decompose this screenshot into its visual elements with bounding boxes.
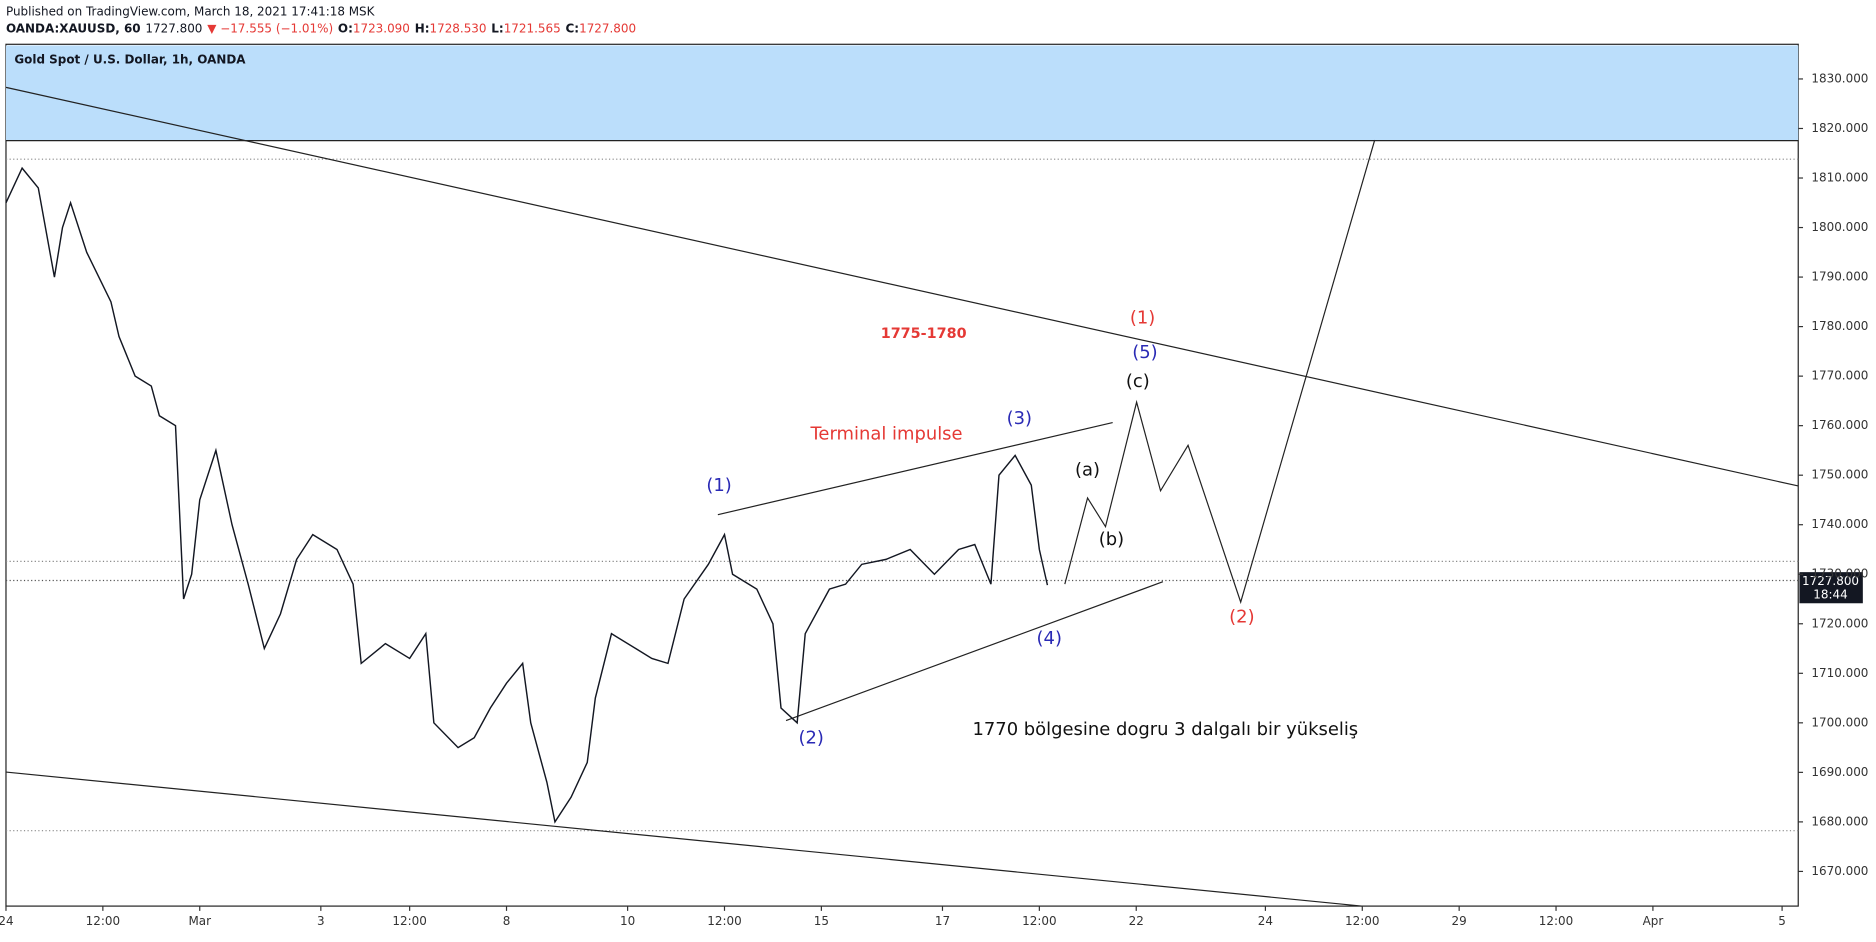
x-tick-label: 15: [814, 914, 829, 928]
y-tick-label: 1830.000: [1811, 71, 1868, 85]
symbol: OANDA:XAUUSD, 60: [6, 21, 141, 35]
x-tick-label: 12:00: [392, 914, 426, 928]
x-tick-label: 29: [1452, 914, 1467, 928]
y-tick-label: 1730.000: [1811, 567, 1868, 581]
annotation: Terminal impulse: [810, 423, 963, 444]
y-tick-label: 1710.000: [1811, 666, 1868, 680]
y-tick-label: 1820.000: [1811, 121, 1868, 135]
y-tick-label: 1690.000: [1811, 765, 1868, 779]
x-tick-label: 22: [1129, 914, 1144, 928]
chart-title: Gold Spot / U.S. Dollar, 1h, OANDA: [14, 52, 246, 66]
annotation: 1775-1780: [881, 326, 967, 342]
x-tick-label: 24: [0, 914, 14, 928]
x-tick-label: Mar: [188, 914, 211, 928]
h-label: H:: [415, 21, 430, 35]
x-tick-label: Apr: [1643, 914, 1664, 928]
x-tick-label: 17: [935, 914, 950, 928]
trendline: [5, 771, 1362, 907]
projection-path: [1064, 139, 1376, 605]
y-tick-label: 1810.000: [1811, 171, 1868, 185]
price-tag: [1799, 572, 1863, 604]
wedge-line: [717, 421, 1113, 516]
ohlc-line: OANDA:XAUUSD, 60 1727.800 ▼ −17.555 (−1.01…: [6, 21, 636, 35]
y-tick-label: 1790.000: [1811, 270, 1868, 284]
x-tick-label: 12:00: [86, 914, 120, 928]
wave-label: (c): [1126, 371, 1150, 392]
wave-label: (2): [1229, 607, 1254, 628]
wave-label: (1): [1130, 307, 1155, 328]
annotation: 1770 bölgesine dogru 3 dalgalı bir yükse…: [972, 719, 1358, 740]
x-tick-label: 8: [503, 914, 511, 928]
wave-label: (3): [1007, 408, 1032, 429]
wave-label: (b): [1099, 529, 1124, 550]
x-tick-label: 12:00: [1022, 914, 1056, 928]
y-tick-label: 1740.000: [1811, 517, 1868, 531]
y-tick-label: 1750.000: [1811, 468, 1868, 482]
wave-label: (4): [1037, 628, 1062, 649]
x-tick-label: 5: [1778, 914, 1786, 928]
y-tick-label: 1760.000: [1811, 418, 1868, 432]
o-label: O:: [338, 21, 353, 35]
plot-frame: [5, 43, 1799, 907]
wave-label: (2): [798, 728, 823, 749]
countdown: 18:44: [1813, 587, 1847, 601]
l-label: L:: [491, 21, 503, 35]
wedge-line: [785, 581, 1164, 722]
x-tick-label: 12:00: [707, 914, 741, 928]
trendline: [5, 86, 1799, 487]
c-label: C:: [566, 21, 580, 35]
y-tick-label: 1680.000: [1811, 814, 1868, 828]
wave-label: (a): [1075, 459, 1100, 480]
open: 1723.090: [353, 21, 410, 35]
x-tick-label: 12:00: [1539, 914, 1573, 928]
y-tick-label: 1700.000: [1811, 715, 1868, 729]
resistance-zone: [5, 45, 1799, 141]
price-line: [5, 166, 1049, 824]
change: ▼ −17.555 (−1.01%): [207, 21, 333, 35]
x-tick-label: 3: [317, 914, 325, 928]
price-tag-label: 1727.800: [1802, 574, 1859, 588]
published: Published on TradingView.com, March 18, …: [6, 4, 376, 18]
wave-label: (1): [706, 475, 731, 496]
y-tick-label: 1770.000: [1811, 369, 1868, 383]
x-tick-label: 24: [1258, 914, 1273, 928]
x-tick-label: 12:00: [1345, 914, 1379, 928]
wave-label: (5): [1132, 342, 1157, 363]
y-tick-label: 1670.000: [1811, 864, 1868, 878]
y-tick-label: 1780.000: [1811, 319, 1868, 333]
close: 1727.800: [579, 21, 636, 35]
y-tick-label: 1720.000: [1811, 616, 1868, 630]
high: 1728.530: [429, 21, 486, 35]
last: 1727.800: [145, 21, 202, 35]
y-tick-label: 1800.000: [1811, 220, 1868, 234]
low: 1721.565: [504, 21, 561, 35]
x-tick-label: 10: [620, 914, 635, 928]
